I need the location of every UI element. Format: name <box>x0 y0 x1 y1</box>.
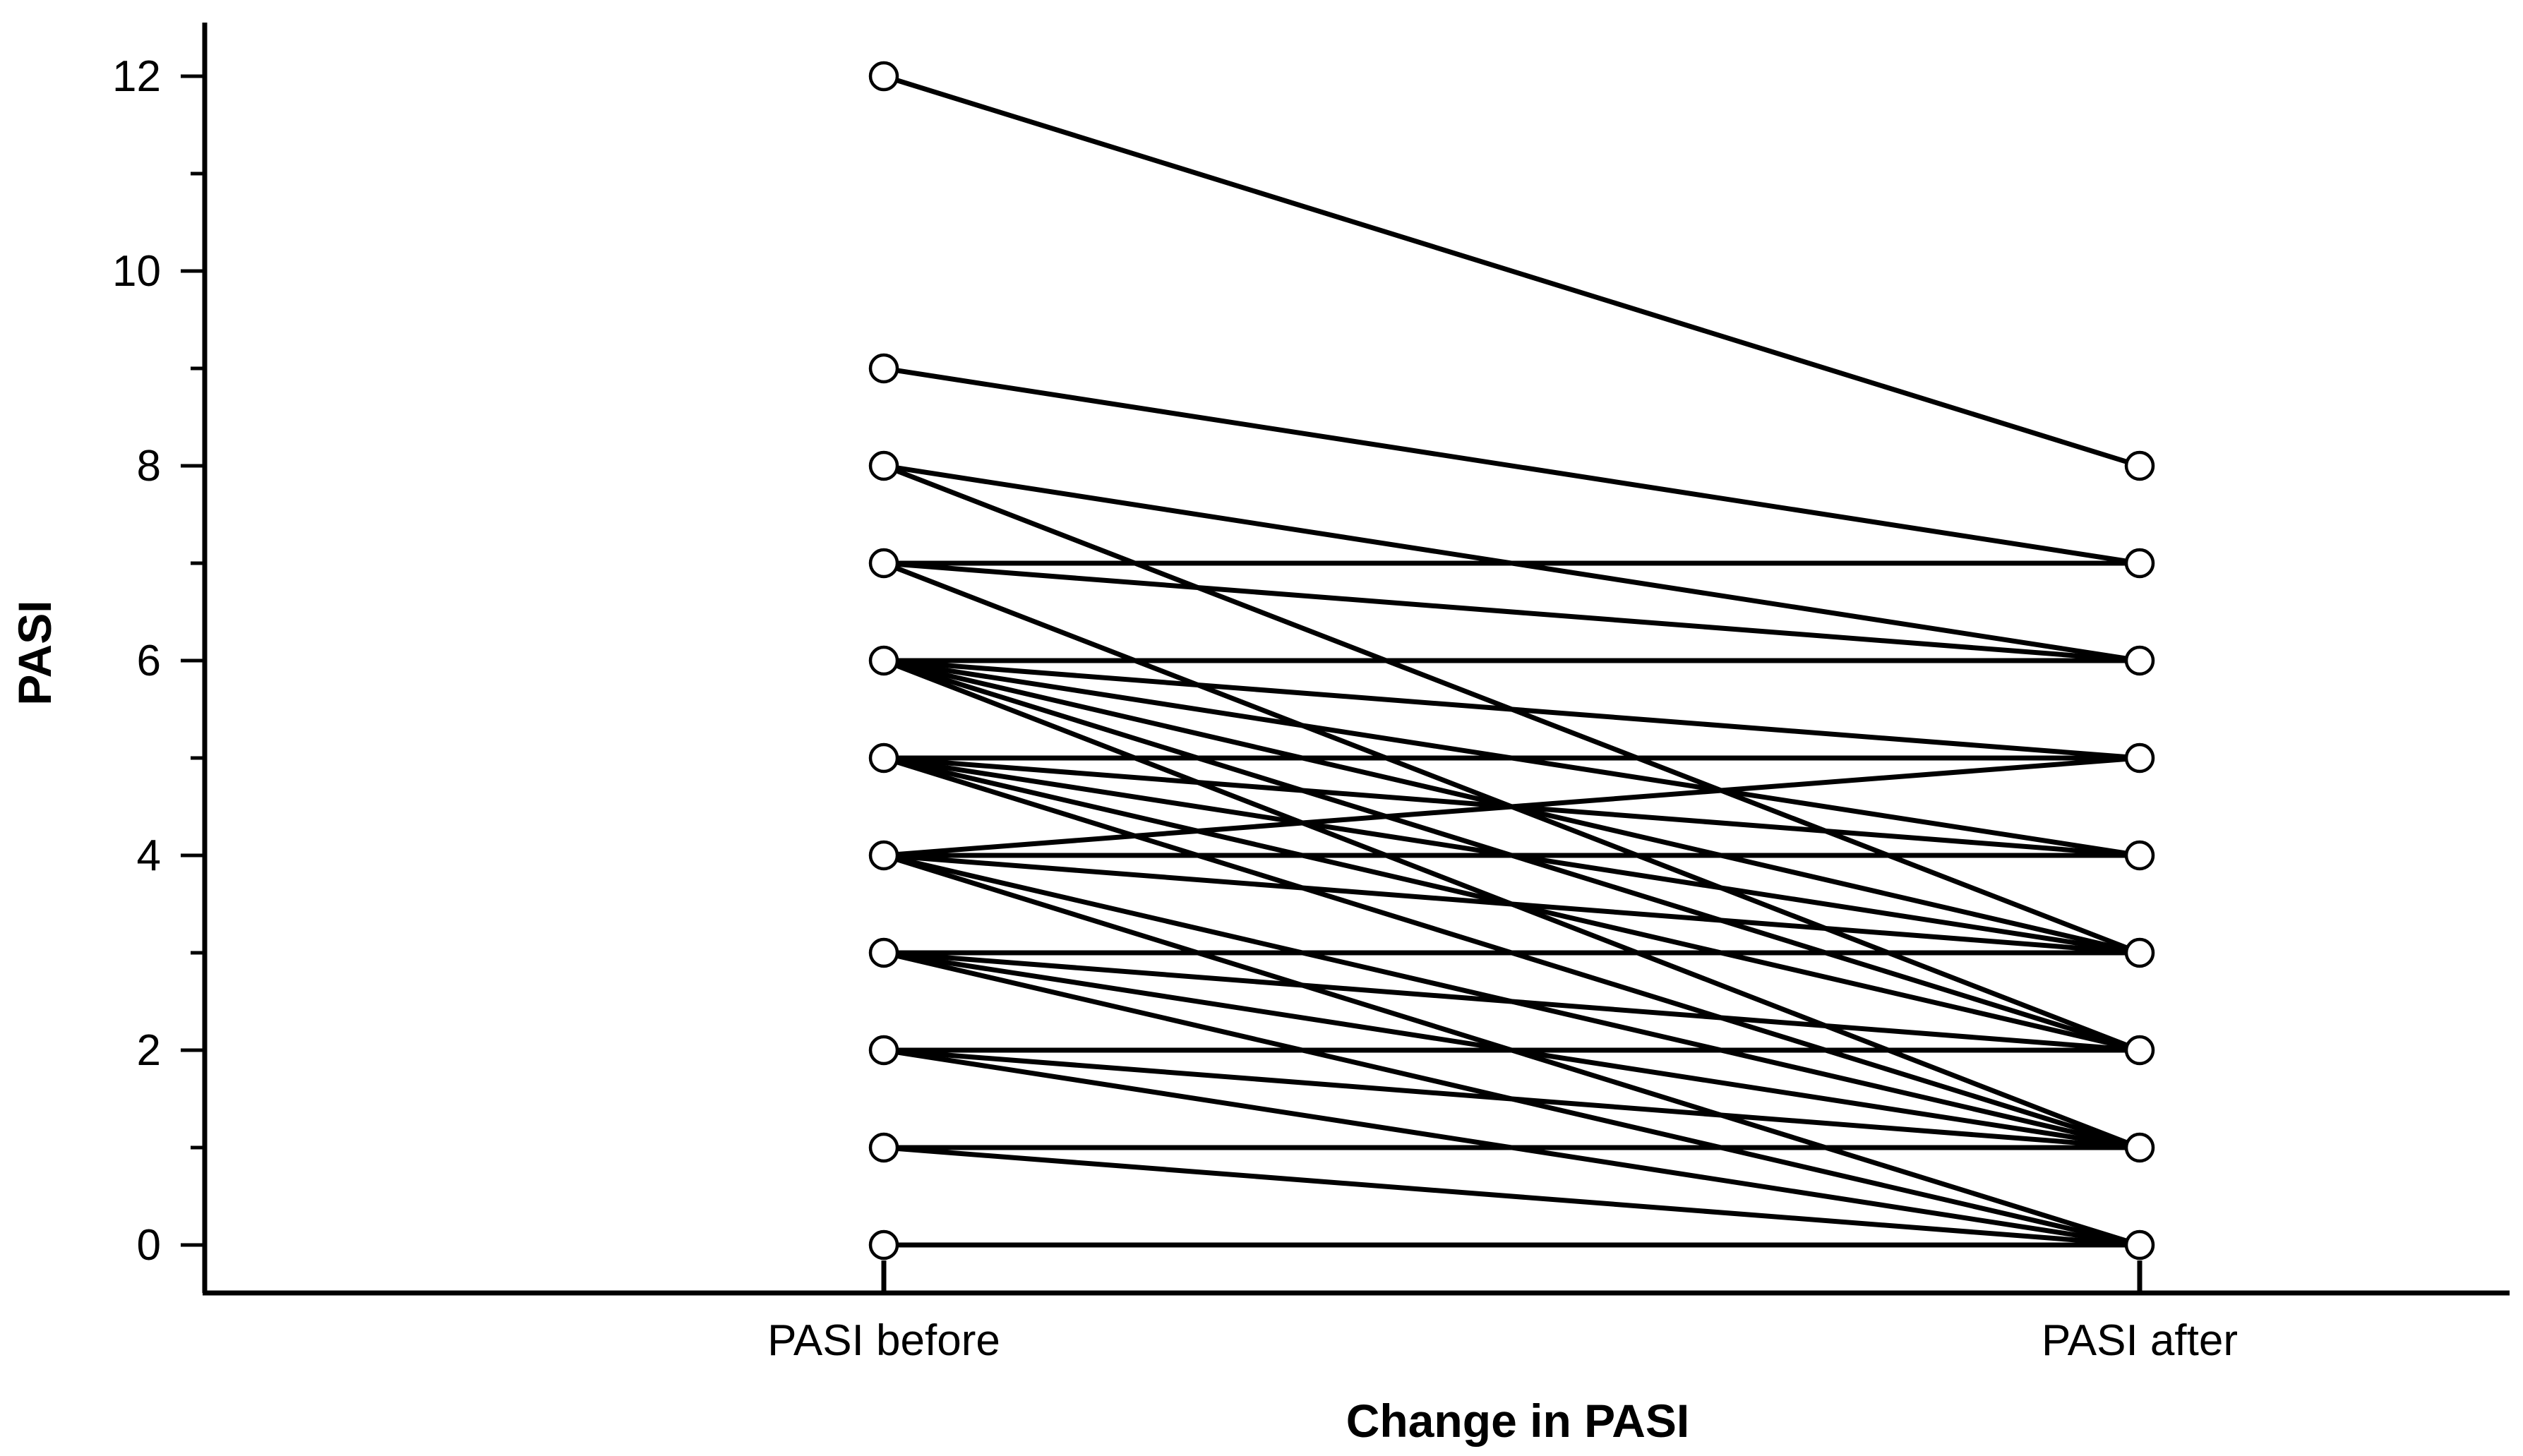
marker-before-4 <box>868 840 899 871</box>
marker-after-7 <box>2124 548 2155 579</box>
pair-line-20 <box>881 853 2143 956</box>
marker-before-12 <box>868 61 899 92</box>
pair-line-24 <box>881 950 2143 1053</box>
marker-before-2 <box>868 1035 899 1066</box>
marker-after-8 <box>2124 450 2155 481</box>
pair-line-5 <box>881 560 2143 663</box>
marker-before-7 <box>868 548 899 579</box>
markers <box>868 61 2155 1261</box>
y-tick-label-6: 6 <box>137 637 161 685</box>
pair-lines <box>881 73 2143 1248</box>
pair-line-18 <box>881 755 2143 858</box>
y-tick-label-0: 0 <box>137 1221 161 1270</box>
axes <box>202 23 2510 1296</box>
y-tick-label-4: 4 <box>137 831 161 880</box>
marker-after-0 <box>2124 1229 2155 1261</box>
marker-before-5 <box>868 742 899 774</box>
y-ticks: 0 2 4 6 8 10 12 <box>112 52 205 1270</box>
pair-line-28 <box>881 1047 2143 1150</box>
y-axis-title: PASI <box>8 600 61 705</box>
marker-after-6 <box>2124 645 2155 676</box>
y-tick-label-2: 2 <box>137 1026 161 1075</box>
marker-after-5 <box>2124 742 2155 774</box>
marker-before-3 <box>868 937 899 968</box>
x-ticks <box>881 1261 2143 1293</box>
y-tick-label-10: 10 <box>112 247 161 296</box>
y-tick-label-8: 8 <box>137 442 161 491</box>
marker-before-0 <box>868 1229 899 1261</box>
marker-after-4 <box>2124 840 2155 871</box>
pair-line-31 <box>881 1145 2143 1248</box>
marker-before-8 <box>868 450 899 481</box>
pair-line-1 <box>881 366 2143 566</box>
marker-after-3 <box>2124 937 2155 968</box>
marker-after-2 <box>2124 1035 2155 1066</box>
x-tick-label-after: PASI after <box>2042 1316 2238 1365</box>
marker-before-9 <box>868 353 899 384</box>
marker-before-6 <box>868 645 899 676</box>
pair-line-8 <box>881 658 2143 761</box>
x-axis-title: Change in PASI <box>1346 1395 1690 1447</box>
marker-before-1 <box>868 1132 899 1163</box>
pair-line-0 <box>881 73 2143 469</box>
y-tick-label-12: 12 <box>112 52 161 101</box>
x-tick-label-before: PASI before <box>767 1316 1000 1365</box>
marker-after-1 <box>2124 1132 2155 1163</box>
